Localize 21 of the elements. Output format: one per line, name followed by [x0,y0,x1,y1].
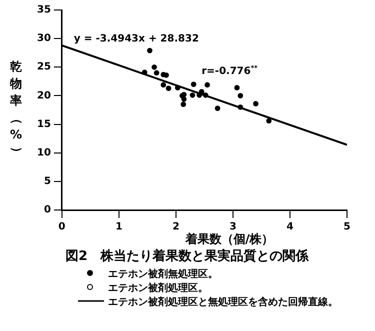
y-tick-label: 30 [36,33,51,44]
y-tick-label: 20 [36,90,51,102]
x-tick-label: 0 [58,222,66,233]
x-axis-title: 着果数（個/株） [184,232,274,246]
y-tick-label: 15 [36,118,51,130]
y-tick-label: 10 [36,147,51,158]
legend-label: エテホン被剤処理区と無処理区を含めた回帰直線。 [108,296,338,308]
y-tick-label: 25 [36,62,51,73]
y-tick-label: 35 [36,4,51,16]
y-tick-label: 5 [44,176,51,188]
x-tick-label: 2 [172,222,180,233]
text: 図2 株当たり着果数と果実品質との関係 [65,248,310,264]
x-tick-label: 4 [286,222,294,233]
y-tick-label: 0 [44,204,51,216]
legend-label: エテホン被剤無処理区。 [108,268,218,280]
x-tick-label: 3 [229,222,236,233]
x-tick-label: 1 [115,222,122,233]
annotation: y = -3.4943x + 28.832 [74,33,199,44]
x-tick-label: 5 [344,222,351,233]
legend-label: エテホン被剤処理区。 [108,282,208,294]
y-axis-title: 乾物率（%） [9,60,24,158]
